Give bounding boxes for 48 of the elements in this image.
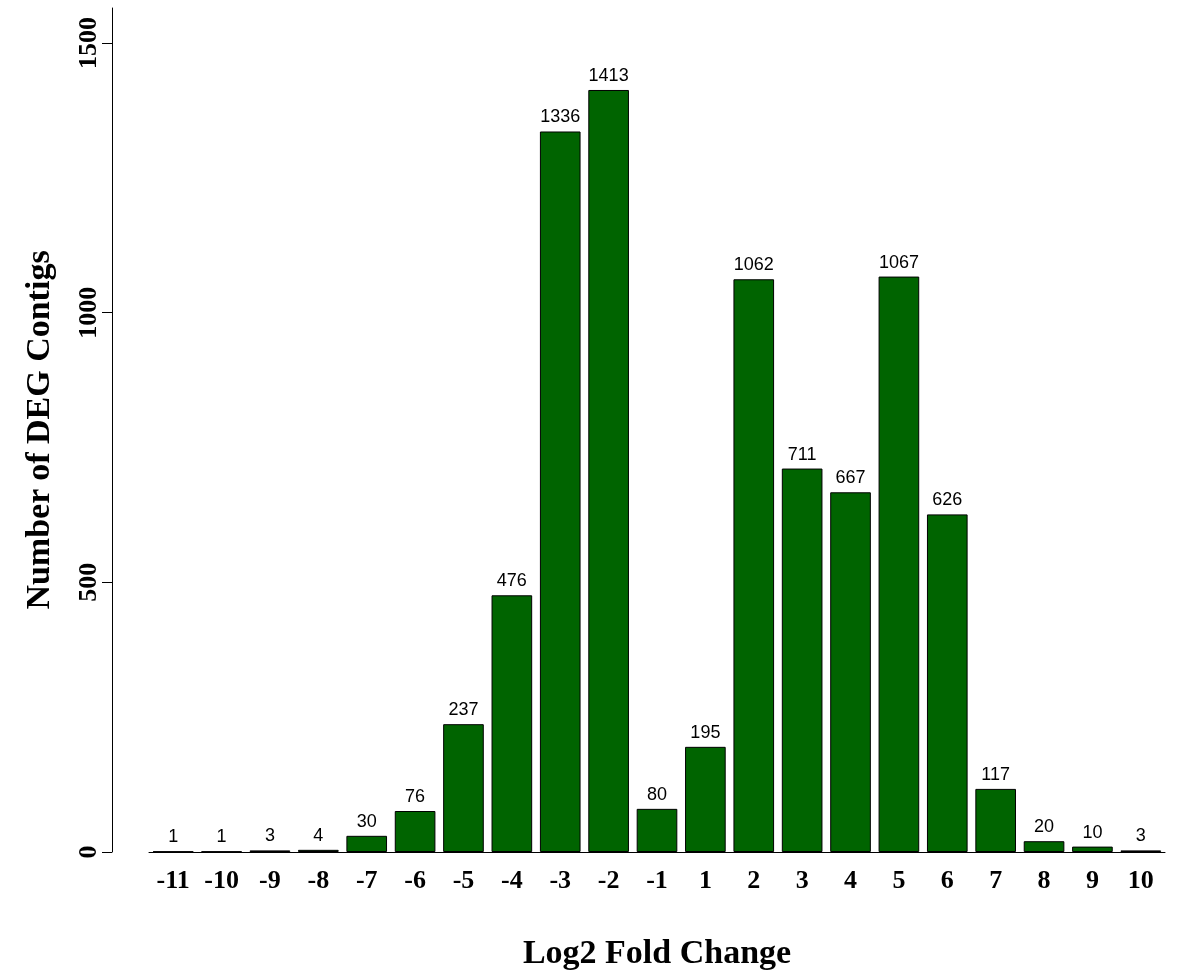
x-tick-label: 10	[1127, 864, 1154, 894]
x-tick-label: -3	[549, 864, 572, 894]
data-label: 4	[313, 824, 324, 845]
data-label: 1067	[878, 251, 919, 272]
x-tick-label: -1	[646, 864, 668, 894]
x-tick-label: -7	[355, 864, 378, 894]
data-label: 10	[1082, 821, 1103, 842]
x-tick-label: -5	[452, 864, 475, 894]
x-tick-label: -2	[597, 864, 620, 894]
data-label: 20	[1034, 816, 1055, 837]
data-label: 1413	[588, 64, 629, 85]
y-tick-label: 500	[72, 562, 102, 602]
x-axis-title: Log2 Fold Change	[522, 932, 792, 970]
x-tick-label: -4	[501, 864, 523, 894]
data-label: 117	[981, 763, 1011, 784]
y-tick-label: 1500	[72, 17, 102, 70]
data-label: 76	[405, 786, 426, 807]
x-tick-label: 7	[989, 864, 1003, 894]
x-tick-label: 3	[795, 864, 809, 894]
data-label: 667	[835, 467, 866, 488]
x-tick-label: 6	[940, 864, 954, 894]
data-label: 3	[1135, 825, 1146, 846]
x-tick-label: -8	[307, 864, 330, 894]
x-tick-label: -9	[259, 864, 281, 894]
x-tick-label: 5	[892, 864, 906, 894]
x-tick-label: 9	[1085, 864, 1099, 894]
data-label: 1336	[540, 106, 581, 127]
x-tick-label: 8	[1037, 864, 1051, 894]
x-tick-label: 2	[747, 864, 761, 894]
data-label: 30	[356, 810, 377, 831]
data-label: 237	[448, 699, 479, 720]
x-tick-label: -10	[204, 864, 239, 894]
y-tick-label: 1000	[72, 286, 102, 339]
data-label: 626	[932, 489, 963, 510]
y-axis-title: Number of DEG Contigs	[18, 250, 56, 610]
data-label: 476	[496, 570, 527, 591]
x-tick-label: 4	[844, 864, 858, 894]
x-tick-label: -6	[404, 864, 426, 894]
data-label: 1	[168, 826, 179, 847]
x-tick-label: -11	[156, 864, 190, 894]
x-tick-label: 1	[698, 864, 712, 894]
data-label: 80	[646, 783, 668, 804]
data-label: 711	[787, 443, 817, 464]
data-label: 3	[264, 825, 275, 846]
data-label: 1062	[733, 254, 774, 275]
data-label: 195	[690, 721, 721, 742]
y-tick-label: 0	[72, 845, 102, 859]
data-label: 1	[216, 826, 227, 847]
